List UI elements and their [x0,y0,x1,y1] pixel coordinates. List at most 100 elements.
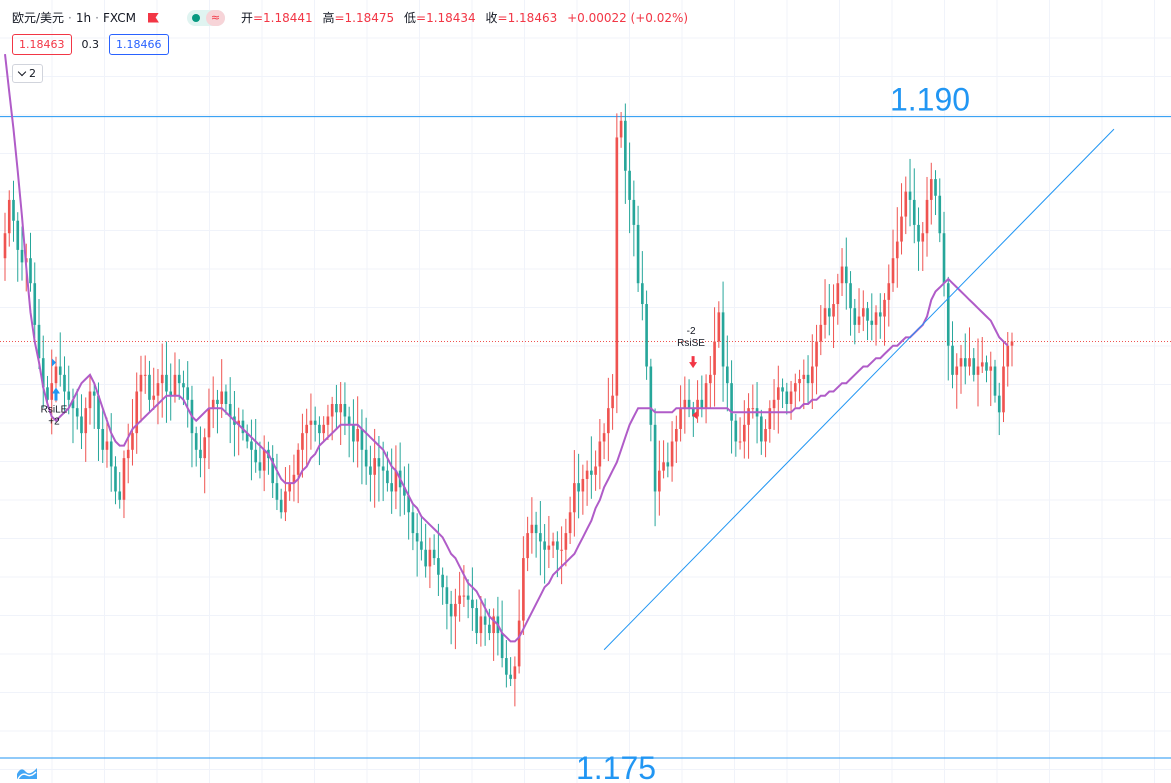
candle-body [976,366,980,375]
candle-body [802,374,806,380]
candle-body [156,383,160,396]
candle-body [925,199,929,234]
signal-qty: -2 [687,326,696,337]
flag-icon[interactable] [148,13,159,23]
candle-body [551,541,555,546]
candle-body [789,391,793,404]
horizontal-lines[interactable] [0,116,1171,759]
candle-body [220,391,224,404]
candle-body [352,424,355,442]
status-dot-icon [191,13,200,22]
candle-body [530,524,534,534]
candle-body [194,433,198,450]
open-label: 开 [240,11,253,25]
candle-body [581,478,585,492]
candle-body [309,420,313,425]
candle-body [798,379,801,384]
candle-body [88,391,92,409]
candle-body [832,304,835,317]
candle-body [152,395,156,400]
candle-body [160,374,164,384]
candle-body [288,483,291,492]
candle-body [20,249,24,263]
candle-body [700,399,704,409]
candle-body [951,345,954,375]
candle-body [734,420,738,442]
candle-body [946,283,950,346]
candle-body [560,549,563,551]
market-status-toggle[interactable]: ≈ [186,9,225,26]
candle-body [390,483,393,492]
candle-body [577,483,580,492]
candle-body [883,299,886,317]
candle-body [424,549,427,567]
candle-body [148,374,151,400]
candle-body [827,308,831,317]
candle-body [781,387,784,392]
candle-body [284,491,287,513]
candle-body [46,387,49,400]
candle-body [611,395,614,409]
candle-body [177,374,181,384]
collapse-indicators-button[interactable]: 2 [12,64,43,83]
candle-body [764,428,767,442]
candle-body [615,137,619,396]
wave-icon: ≈ [205,9,225,26]
candle-body [963,358,967,367]
candle-body [912,199,916,225]
candle-body [262,449,266,471]
candle-body [602,433,606,442]
interval[interactable]: 1h [75,10,92,25]
candle-body [989,366,993,371]
candle-body [330,403,334,417]
candle-body [386,470,389,484]
spread-value: 0.3 [81,38,100,51]
candle-body [980,362,984,367]
candle-body [628,170,631,200]
candle-body [993,366,997,396]
tradingview-logo-icon[interactable] [16,764,38,780]
candle-body [870,320,874,325]
candle-body [16,220,20,250]
change-value: +0.00022 (+0.02%) [567,11,689,25]
candle-body [411,512,415,534]
exit-marker-icon [692,411,698,420]
candle-body [203,437,207,459]
candle-body [619,120,623,138]
candle-body [80,416,83,434]
candle-body [653,424,657,492]
candle-body [275,483,279,500]
candle-body [245,433,249,442]
candle-body [135,391,139,434]
candle-body [322,424,325,434]
candle-body [594,466,597,475]
buy-price-button[interactable]: 1.18466 [109,34,169,55]
candle-body [806,374,810,384]
candle-body [364,449,368,467]
candle-body [114,466,117,492]
candle-body [356,428,359,442]
candle-body [258,462,262,471]
candle-body [360,428,364,450]
candle-body [658,470,661,492]
candle-body [126,449,130,459]
candle-body [675,428,678,442]
trend-line[interactable] [603,128,1115,651]
candle-body [679,408,682,429]
trendline[interactable] [603,128,1115,651]
candle-body [458,595,461,604]
candle-body [607,408,610,434]
candle-body [721,312,725,367]
candle-body [224,391,228,404]
candle-body [768,408,772,429]
candle-body [441,574,444,588]
candle-body [526,533,529,559]
symbol-name[interactable]: 欧元/美元 [12,11,65,25]
sell-price-button[interactable]: 1.18463 [12,34,72,55]
candle-body [934,179,937,196]
signal-qty: +2 [48,417,60,428]
candle-body [483,616,487,625]
candle-body [917,224,920,242]
